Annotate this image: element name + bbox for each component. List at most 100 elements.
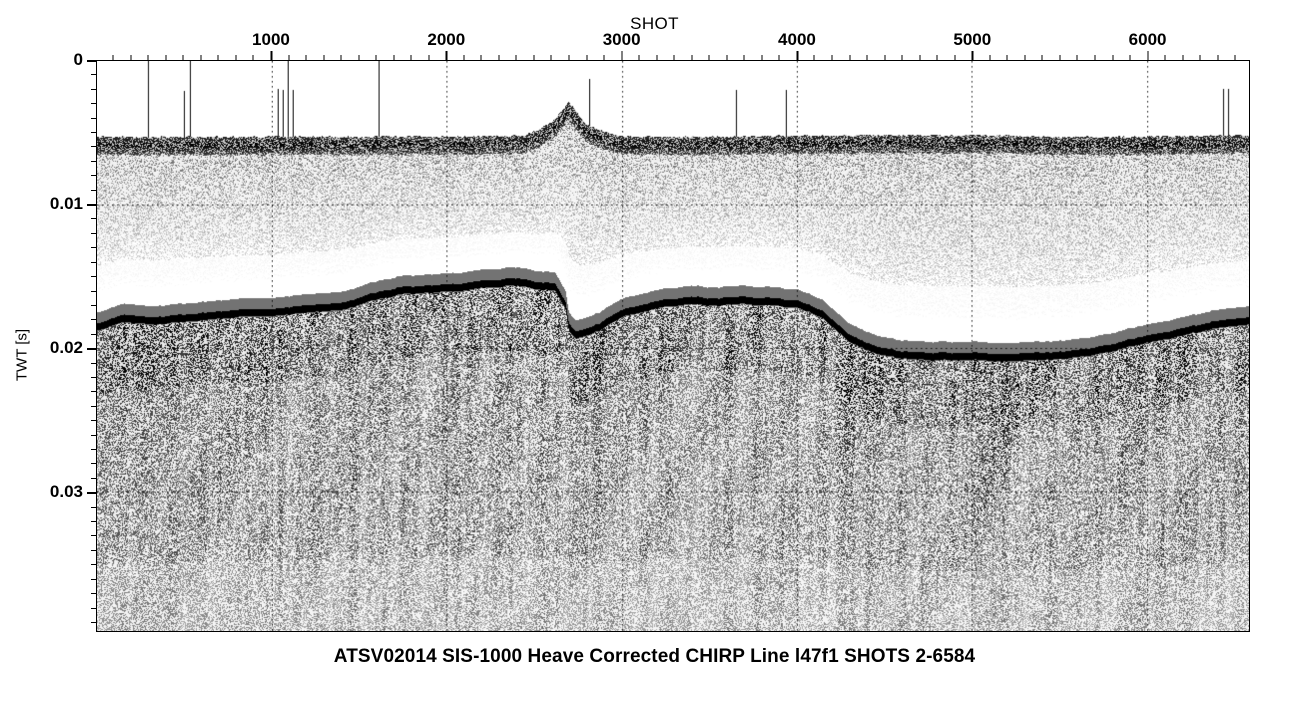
x-minor-tick (866, 55, 868, 60)
x-axis-title: SHOT (630, 14, 679, 33)
y-minor-tick (91, 261, 96, 263)
x-minor-tick (550, 55, 552, 60)
y-minor-tick (91, 146, 96, 148)
x-major-tick (445, 51, 448, 60)
y-tick-label: 0.03 (49, 482, 83, 502)
y-minor-tick (91, 362, 96, 364)
x-tick-label: 4000 (778, 30, 816, 49)
figure-caption: ATSV02014 SIS-1000 Heave Corrected CHIRP… (333, 646, 976, 667)
y-minor-tick (91, 434, 96, 436)
y-minor-tick (91, 117, 96, 119)
x-minor-tick (410, 55, 412, 60)
y-major-tick (87, 204, 96, 206)
x-tick-label: 3000 (602, 30, 641, 49)
y-minor-tick (91, 607, 96, 609)
y-minor-tick (91, 621, 96, 623)
x-tick-label: 1000 (252, 30, 290, 49)
x-minor-tick (813, 55, 815, 60)
y-minor-tick (91, 218, 96, 220)
x-minor-tick (428, 55, 430, 60)
y-minor-tick (91, 88, 96, 90)
y-minor-tick (91, 449, 96, 451)
x-minor-tick (1112, 55, 1114, 60)
x-tick-label: 6000 (1128, 30, 1167, 49)
y-major-tick (87, 348, 96, 350)
x-minor-tick (182, 55, 184, 60)
x-major-tick (1147, 51, 1149, 60)
y-minor-tick (91, 391, 96, 393)
x-minor-tick (200, 55, 202, 60)
x-minor-tick (130, 55, 132, 60)
x-minor-tick (831, 55, 833, 60)
x-minor-tick (375, 55, 377, 60)
x-minor-tick (217, 55, 219, 60)
y-minor-tick (91, 304, 96, 306)
x-major-tick (971, 51, 974, 60)
y-minor-tick (91, 578, 96, 580)
x-minor-tick (393, 55, 395, 60)
x-minor-tick (673, 55, 675, 60)
y-minor-tick (91, 160, 96, 162)
y-minor-tick (91, 521, 96, 523)
x-minor-tick (235, 55, 237, 60)
x-minor-tick (463, 55, 465, 60)
x-minor-tick (1059, 55, 1061, 60)
x-minor-tick (323, 55, 325, 60)
x-minor-tick (743, 55, 745, 60)
x-minor-tick (1094, 55, 1096, 60)
x-minor-tick (1182, 55, 1184, 60)
seismic-profile-plot (96, 60, 1250, 632)
x-minor-tick (1006, 55, 1008, 60)
y-minor-tick (91, 103, 96, 105)
y-major-tick (87, 60, 96, 62)
x-minor-tick (147, 55, 149, 60)
x-minor-tick (112, 55, 114, 60)
x-tick-label: 2000 (427, 30, 466, 49)
x-major-tick (270, 51, 273, 60)
y-minor-tick (91, 477, 96, 479)
x-minor-tick (252, 55, 254, 60)
x-minor-tick (480, 55, 482, 60)
x-minor-tick (165, 55, 167, 60)
x-minor-tick (708, 55, 710, 60)
y-tick-label: 0 (73, 50, 83, 69)
x-minor-tick (1234, 55, 1236, 60)
y-minor-tick (91, 333, 96, 335)
y-minor-tick (91, 290, 96, 292)
y-minor-tick (91, 549, 96, 551)
y-minor-tick (91, 74, 96, 76)
x-minor-tick (1024, 55, 1026, 60)
x-minor-tick (638, 55, 640, 60)
x-minor-tick (586, 55, 588, 60)
y-minor-tick (91, 132, 96, 134)
x-minor-tick (726, 55, 728, 60)
y-minor-tick (91, 506, 96, 508)
y-tick-label: 0.02 (49, 338, 83, 358)
x-minor-tick (1076, 55, 1078, 60)
x-minor-tick (849, 55, 851, 60)
x-minor-tick (533, 55, 535, 60)
x-minor-tick (919, 55, 921, 60)
y-minor-tick (91, 405, 96, 407)
x-minor-tick (761, 55, 763, 60)
y-minor-tick (91, 232, 96, 234)
x-minor-tick (954, 55, 956, 60)
x-tick-label: 5000 (953, 30, 992, 49)
x-major-tick (621, 51, 623, 60)
x-minor-tick (515, 55, 517, 60)
x-minor-tick (1041, 55, 1043, 60)
x-minor-tick (691, 55, 693, 60)
x-minor-tick (656, 55, 658, 60)
x-minor-tick (603, 55, 605, 60)
x-minor-tick (936, 55, 938, 60)
x-major-tick (796, 51, 799, 60)
y-minor-tick (91, 376, 96, 378)
y-axis-title: TWT [s] (13, 328, 31, 382)
y-minor-tick (91, 247, 96, 249)
x-minor-tick (305, 55, 307, 60)
x-minor-tick (340, 55, 342, 60)
y-minor-tick (91, 175, 96, 177)
x-minor-tick (1164, 55, 1166, 60)
y-tick-label: 0.01 (49, 194, 83, 214)
x-minor-tick (884, 55, 886, 60)
